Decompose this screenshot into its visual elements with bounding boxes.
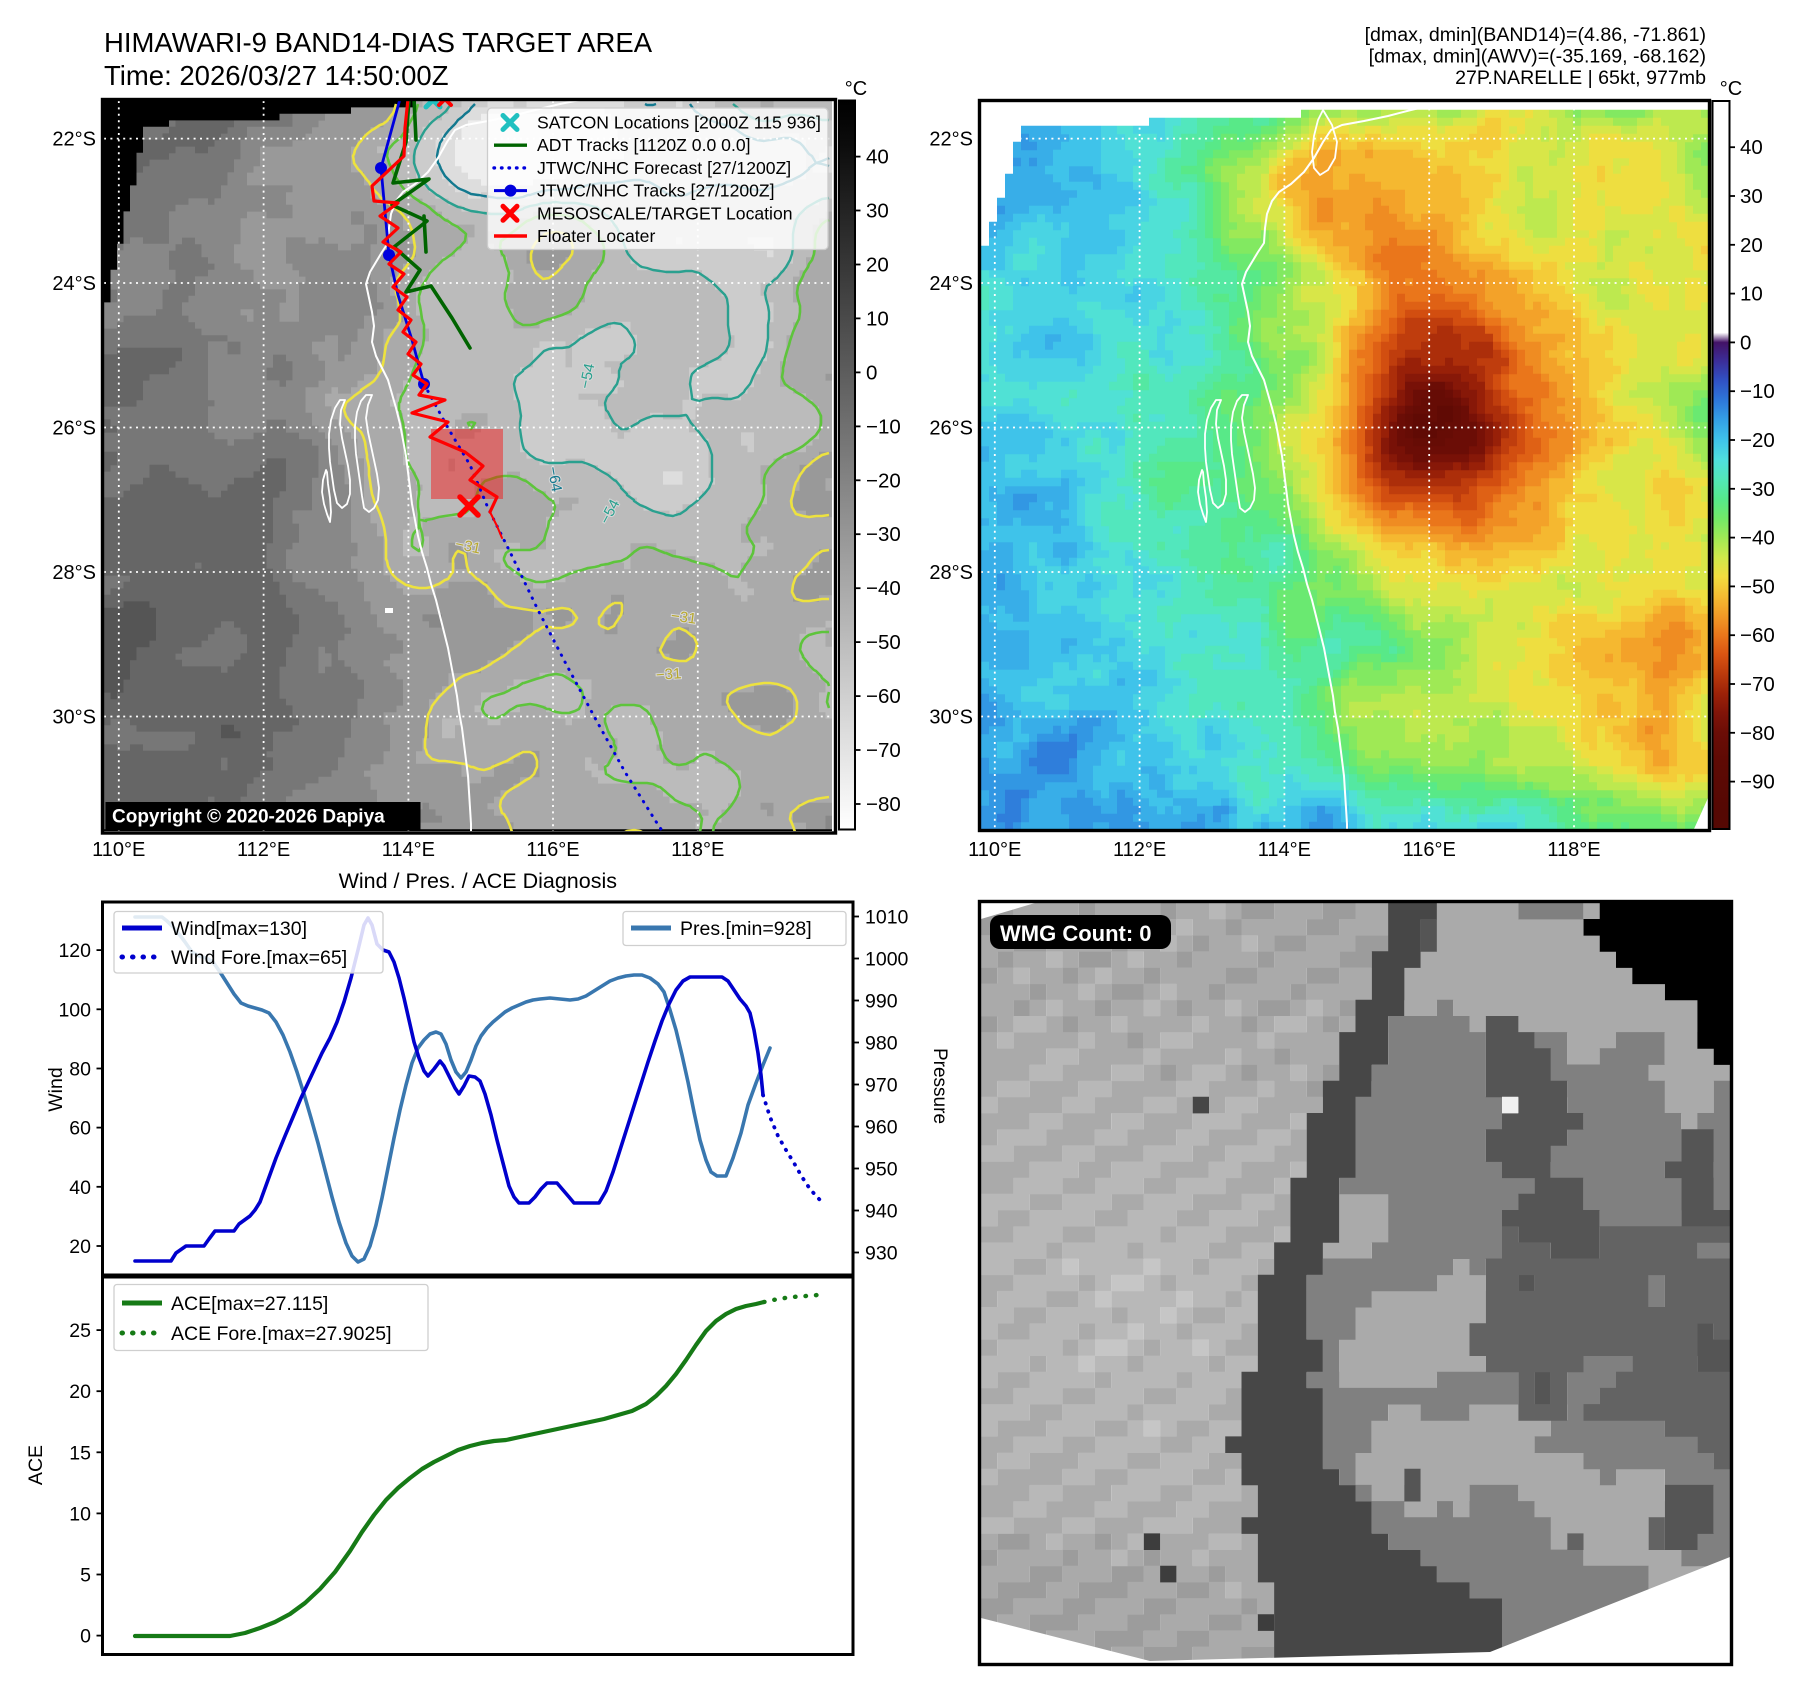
svg-text:[dmax, dmin](BAND14)=(4.86, -7: [dmax, dmin](BAND14)=(4.86, -71.861): [1365, 24, 1706, 46]
svg-text:24°S: 24°S: [929, 273, 973, 295]
svg-text:30: 30: [866, 200, 889, 223]
svg-text:−80: −80: [866, 793, 901, 816]
svg-text:118°E: 118°E: [671, 839, 724, 861]
svg-text:26°S: 26°S: [929, 418, 973, 440]
svg-text:MESOSCALE/TARGET Location: MESOSCALE/TARGET Location: [537, 203, 793, 223]
svg-text:10: 10: [1740, 283, 1763, 306]
svg-text:−30: −30: [866, 523, 901, 546]
svg-text:−31: −31: [454, 536, 482, 558]
svg-text:990: 990: [865, 991, 898, 1013]
svg-text:20: 20: [69, 1381, 91, 1403]
svg-text:10: 10: [866, 307, 889, 330]
svg-text:27P.NARELLE | 65kt, 977mb: 27P.NARELLE | 65kt, 977mb: [1455, 67, 1706, 89]
svg-text:24°S: 24°S: [52, 273, 96, 295]
svg-text:Copyright © 2020-2026 Dapiya: Copyright © 2020-2026 Dapiya: [112, 807, 385, 828]
svg-text:930: 930: [865, 1243, 898, 1265]
svg-text:970: 970: [865, 1075, 898, 1097]
svg-text:−30: −30: [1740, 478, 1775, 501]
svg-text:Time: 2026/03/27 14:50:00Z: Time: 2026/03/27 14:50:00Z: [104, 60, 449, 91]
svg-text:30°S: 30°S: [52, 707, 96, 729]
svg-text:5: 5: [80, 1565, 91, 1587]
svg-text:ACE: ACE: [25, 1445, 47, 1485]
svg-text:°C: °C: [1720, 78, 1742, 100]
svg-text:ADT Tracks [1120Z 0.0 0.0]: ADT Tracks [1120Z 0.0 0.0]: [537, 135, 751, 155]
svg-text:−60: −60: [866, 685, 901, 708]
svg-text:JTWC/NHC Tracks [27/1200Z]: JTWC/NHC Tracks [27/1200Z]: [537, 181, 775, 201]
svg-text:960: 960: [865, 1117, 898, 1139]
svg-text:80: 80: [69, 1059, 91, 1081]
svg-text:Wind[max=130]: Wind[max=130]: [171, 918, 307, 940]
svg-text:22°S: 22°S: [52, 129, 96, 151]
svg-text:HIMAWARI-9 BAND14-DIAS TARGET: HIMAWARI-9 BAND14-DIAS TARGET AREA: [104, 27, 653, 58]
svg-text:20: 20: [69, 1236, 91, 1258]
svg-text:940: 940: [865, 1201, 898, 1223]
svg-text:−70: −70: [866, 739, 901, 762]
svg-text:28°S: 28°S: [52, 562, 96, 584]
svg-text:114°E: 114°E: [1258, 839, 1311, 861]
svg-text:−70: −70: [1740, 673, 1775, 696]
svg-text:−50: −50: [1740, 575, 1775, 598]
svg-text:1010: 1010: [865, 907, 909, 929]
svg-text:0: 0: [80, 1626, 91, 1648]
svg-text:Floater Locater: Floater Locater: [537, 226, 655, 246]
svg-text:−31: −31: [670, 607, 698, 627]
svg-text:−20: −20: [866, 469, 901, 492]
svg-text:110°E: 110°E: [968, 839, 1021, 861]
svg-text:28°S: 28°S: [929, 562, 973, 584]
svg-text:15: 15: [69, 1442, 91, 1464]
svg-text:120: 120: [58, 940, 91, 962]
svg-text:Wind / Pres. / ACE Diagnosis: Wind / Pres. / ACE Diagnosis: [339, 869, 617, 893]
svg-text:60: 60: [69, 1118, 91, 1140]
svg-text:Pres.[min=928]: Pres.[min=928]: [680, 918, 812, 940]
svg-text:110°E: 110°E: [92, 839, 145, 861]
svg-text:−20: −20: [1740, 429, 1775, 452]
svg-text:−54: −54: [577, 362, 599, 390]
svg-text:950: 950: [865, 1159, 898, 1181]
svg-text:−60: −60: [1740, 624, 1775, 647]
svg-text:−40: −40: [1740, 527, 1775, 550]
svg-text:40: 40: [69, 1177, 91, 1199]
svg-text:118°E: 118°E: [1547, 839, 1600, 861]
svg-text:[dmax, dmin](AWV)=(-35.169, -6: [dmax, dmin](AWV)=(-35.169, -68.162): [1369, 46, 1706, 68]
svg-text:−40: −40: [866, 577, 901, 600]
svg-text:40: 40: [1740, 136, 1763, 159]
svg-text:−50: −50: [866, 631, 901, 654]
svg-text:0: 0: [1740, 331, 1751, 354]
svg-text:−64: −64: [544, 465, 565, 493]
svg-text:100: 100: [58, 999, 91, 1021]
svg-text:−90: −90: [1740, 771, 1775, 794]
svg-text:116°E: 116°E: [526, 839, 579, 861]
svg-text:980: 980: [865, 1033, 898, 1055]
svg-text:25: 25: [69, 1320, 91, 1342]
svg-text:112°E: 112°E: [237, 839, 290, 861]
svg-text:20: 20: [1740, 234, 1763, 257]
svg-text:SATCON Locations [2000Z 115 93: SATCON Locations [2000Z 115 936]: [537, 113, 821, 133]
svg-text:−10: −10: [866, 415, 901, 438]
svg-text:116°E: 116°E: [1403, 839, 1456, 861]
svg-text:1000: 1000: [865, 949, 909, 971]
svg-text:−31: −31: [655, 665, 682, 684]
svg-text:Wind: Wind: [45, 1067, 67, 1111]
svg-text:JTWC/NHC Forecast [27/1200Z]: JTWC/NHC Forecast [27/1200Z]: [537, 158, 791, 178]
svg-text:114°E: 114°E: [382, 839, 435, 861]
svg-text:30°S: 30°S: [929, 707, 973, 729]
svg-text:26°S: 26°S: [52, 418, 96, 440]
svg-text:Wind Fore.[max=65]: Wind Fore.[max=65]: [171, 947, 347, 969]
svg-text:−80: −80: [1740, 722, 1775, 745]
svg-text:WMG Count: 0: WMG Count: 0: [1000, 921, 1152, 946]
svg-text:Pressure: Pressure: [929, 1048, 950, 1124]
svg-text:ACE Fore.[max=27.9025]: ACE Fore.[max=27.9025]: [171, 1323, 392, 1345]
svg-text:40: 40: [866, 146, 889, 169]
svg-text:°C: °C: [845, 78, 867, 100]
svg-text:0: 0: [866, 361, 877, 384]
svg-text:22°S: 22°S: [929, 129, 973, 151]
svg-text:30: 30: [1740, 185, 1763, 208]
svg-text:10: 10: [69, 1503, 91, 1525]
svg-text:20: 20: [866, 254, 889, 277]
svg-text:ACE[max=27.115]: ACE[max=27.115]: [171, 1293, 328, 1315]
svg-text:112°E: 112°E: [1113, 839, 1166, 861]
svg-text:−10: −10: [1740, 380, 1775, 403]
